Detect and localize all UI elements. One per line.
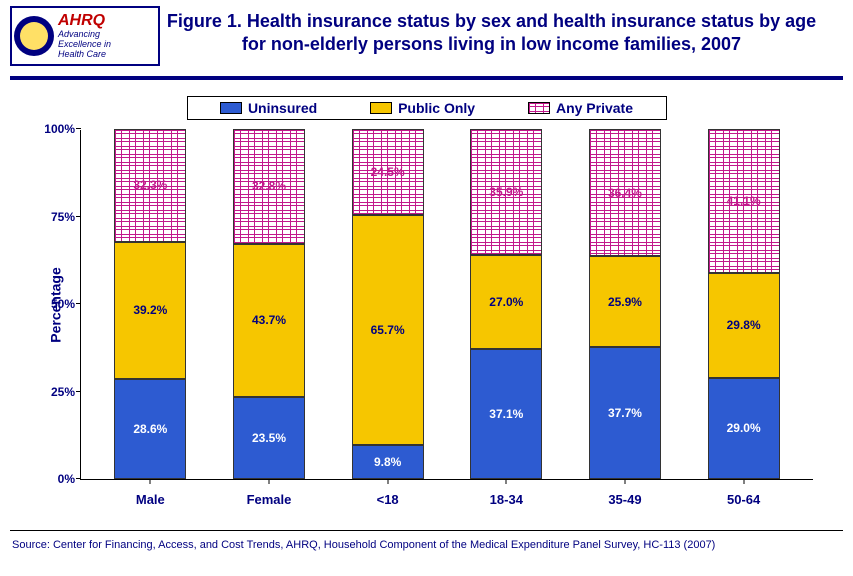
bar-column: 9.8%65.7%24.5%<18 [352,129,424,479]
x-tick-mark [150,479,151,484]
x-axis-label: Male [136,492,165,507]
legend-swatch-private [528,102,550,114]
plot-area: Percentage 28.6%39.2%32.3%Male23.5%43.7%… [80,130,813,480]
bar-value-label: 41.1% [727,194,761,208]
y-tick-label: 100% [35,122,75,136]
legend-swatch-uninsured [220,102,242,114]
x-tick-mark [506,479,507,484]
figure-title: Figure 1. Health insurance status by sex… [160,6,843,57]
bar-segment-public: 39.2% [114,242,186,379]
bar-segment-private: 24.5% [352,129,424,215]
bar-column: 37.7%25.9%36.4%35-49 [589,129,661,479]
bar-segment-private: 32.3% [114,129,186,242]
bar-value-label: 37.1% [489,407,523,421]
y-tick-label: 0% [35,472,75,486]
bar-segment-uninsured: 9.8% [352,445,424,479]
logo-text: AHRQ Advancing Excellence in Health Care [58,12,111,59]
y-tick-mark [76,128,81,129]
bar-value-label: 36.4% [608,186,642,200]
legend-item-public: Public Only [370,100,475,116]
bar-value-label: 35.9% [489,185,523,199]
bar-value-label: 39.2% [133,303,167,317]
bar-column: 29.0%29.8%41.1%50-64 [708,129,780,479]
x-axis-label: <18 [377,492,399,507]
logo-tagline-3: Health Care [58,50,111,60]
y-tick-mark [76,303,81,304]
y-tick-label: 50% [35,297,75,311]
legend-label: Any Private [556,100,633,116]
bar-column: 23.5%43.7%32.8%Female [233,129,305,479]
x-axis-label: 50-64 [727,492,760,507]
bar-value-label: 32.8% [252,179,286,193]
bar-value-label: 37.7% [608,406,642,420]
bar-segment-public: 27.0% [470,255,542,350]
ahrq-logo: AHRQ Advancing Excellence in Health Care [10,6,160,66]
bar-segment-public: 29.8% [708,273,780,377]
bar-value-label: 43.7% [252,313,286,327]
y-tick-label: 25% [35,385,75,399]
legend-item-private: Any Private [528,100,633,116]
y-tick-mark [76,391,81,392]
y-tick-label: 75% [35,210,75,224]
bar-segment-public: 25.9% [589,256,661,347]
bar-segment-private: 41.1% [708,129,780,273]
bar-column: 28.6%39.2%32.3%Male [114,129,186,479]
bar-value-label: 24.5% [371,165,405,179]
plot: 28.6%39.2%32.3%Male23.5%43.7%32.8%Female… [80,130,813,480]
legend-label: Public Only [398,100,475,116]
bars-container: 28.6%39.2%32.3%Male23.5%43.7%32.8%Female… [81,130,813,479]
x-axis-label: 35-49 [608,492,641,507]
x-tick-mark [268,479,269,484]
x-tick-mark [624,479,625,484]
bar-segment-uninsured: 23.5% [233,397,305,479]
bar-segment-private: 36.4% [589,129,661,256]
bar-segment-uninsured: 29.0% [708,378,780,480]
bar-segment-uninsured: 37.7% [589,347,661,479]
legend-label: Uninsured [248,100,317,116]
x-axis-label: 18-34 [490,492,523,507]
bar-segment-uninsured: 37.1% [470,349,542,479]
logo-brand: AHRQ [58,12,111,30]
bar-value-label: 29.0% [727,421,761,435]
footer-rule [10,530,843,531]
bar-segment-private: 35.9% [470,129,542,255]
hhs-badge-icon [14,16,54,56]
x-tick-mark [743,479,744,484]
bar-segment-public: 65.7% [352,215,424,445]
y-tick-mark [76,478,81,479]
bar-value-label: 23.5% [252,431,286,445]
bar-segment-public: 43.7% [233,244,305,397]
legend-item-uninsured: Uninsured [220,100,317,116]
legend: Uninsured Public Only Any Private [187,96,667,120]
source-text: Source: Center for Financing, Access, an… [0,539,853,551]
bar-segment-private: 32.8% [233,129,305,244]
bar-value-label: 29.8% [727,318,761,332]
bar-value-label: 65.7% [371,323,405,337]
x-axis-label: Female [247,492,292,507]
legend-swatch-public [370,102,392,114]
bar-value-label: 25.9% [608,295,642,309]
bar-value-label: 32.3% [133,178,167,192]
header: AHRQ Advancing Excellence in Health Care… [0,0,853,70]
y-tick-mark [76,216,81,217]
bar-value-label: 27.0% [489,295,523,309]
bar-value-label: 28.6% [133,422,167,436]
header-rule [10,76,843,80]
bar-segment-uninsured: 28.6% [114,379,186,479]
bar-value-label: 9.8% [374,455,401,469]
bar-column: 37.1%27.0%35.9%18-34 [470,129,542,479]
x-tick-mark [387,479,388,484]
